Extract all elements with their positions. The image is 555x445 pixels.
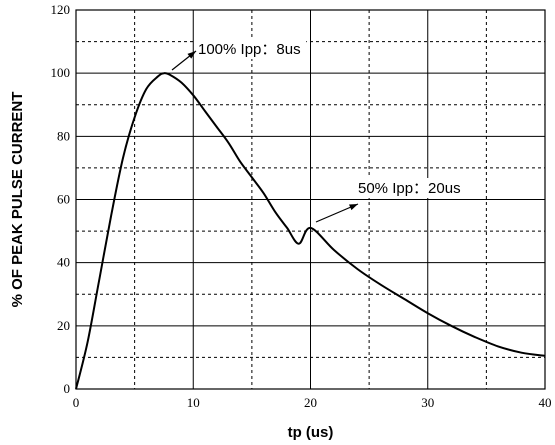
annotations: 100% Ipp：8us 50% Ipp：20us: [171, 39, 467, 223]
annotation: 50% Ipp：20us: [315, 178, 467, 223]
arrow-head: [187, 51, 196, 59]
x-tick-labels: 0 10 20 30 40: [73, 395, 552, 410]
plot-frame: [75, 9, 546, 390]
y-tick-label: 80: [57, 128, 70, 143]
y-tick-label: 0: [64, 381, 71, 396]
series-line: [75, 72, 546, 390]
x-tick-label: 40: [539, 395, 552, 410]
y-tick-label: 120: [51, 2, 71, 17]
x-tick-label: 0: [73, 395, 80, 410]
y-tick-labels: 0 20 40 60 80 100 120: [51, 2, 71, 396]
annotation-label: 50% Ipp：20us: [358, 180, 461, 197]
annotation-bg: [195, 39, 307, 59]
y-tick-label: 60: [57, 192, 70, 207]
grid: [76, 9, 546, 389]
y-tick-label: 100: [51, 65, 71, 80]
annotation: 100% Ipp：8us: [171, 39, 307, 71]
y-axis-label: % OF PEAK PULSE CURRENT: [9, 92, 26, 308]
y-tick-label: 20: [57, 318, 70, 333]
y-tick-label: 40: [57, 255, 70, 270]
x-tick-label: 30: [421, 395, 434, 410]
annotation-bg: [355, 178, 467, 198]
x-tick-label: 20: [304, 395, 317, 410]
arrow-head: [349, 204, 358, 211]
x-tick-label: 10: [187, 395, 200, 410]
annotation-label: 100% Ipp：8us: [198, 41, 301, 58]
x-axis-label: tp (us): [288, 424, 334, 441]
